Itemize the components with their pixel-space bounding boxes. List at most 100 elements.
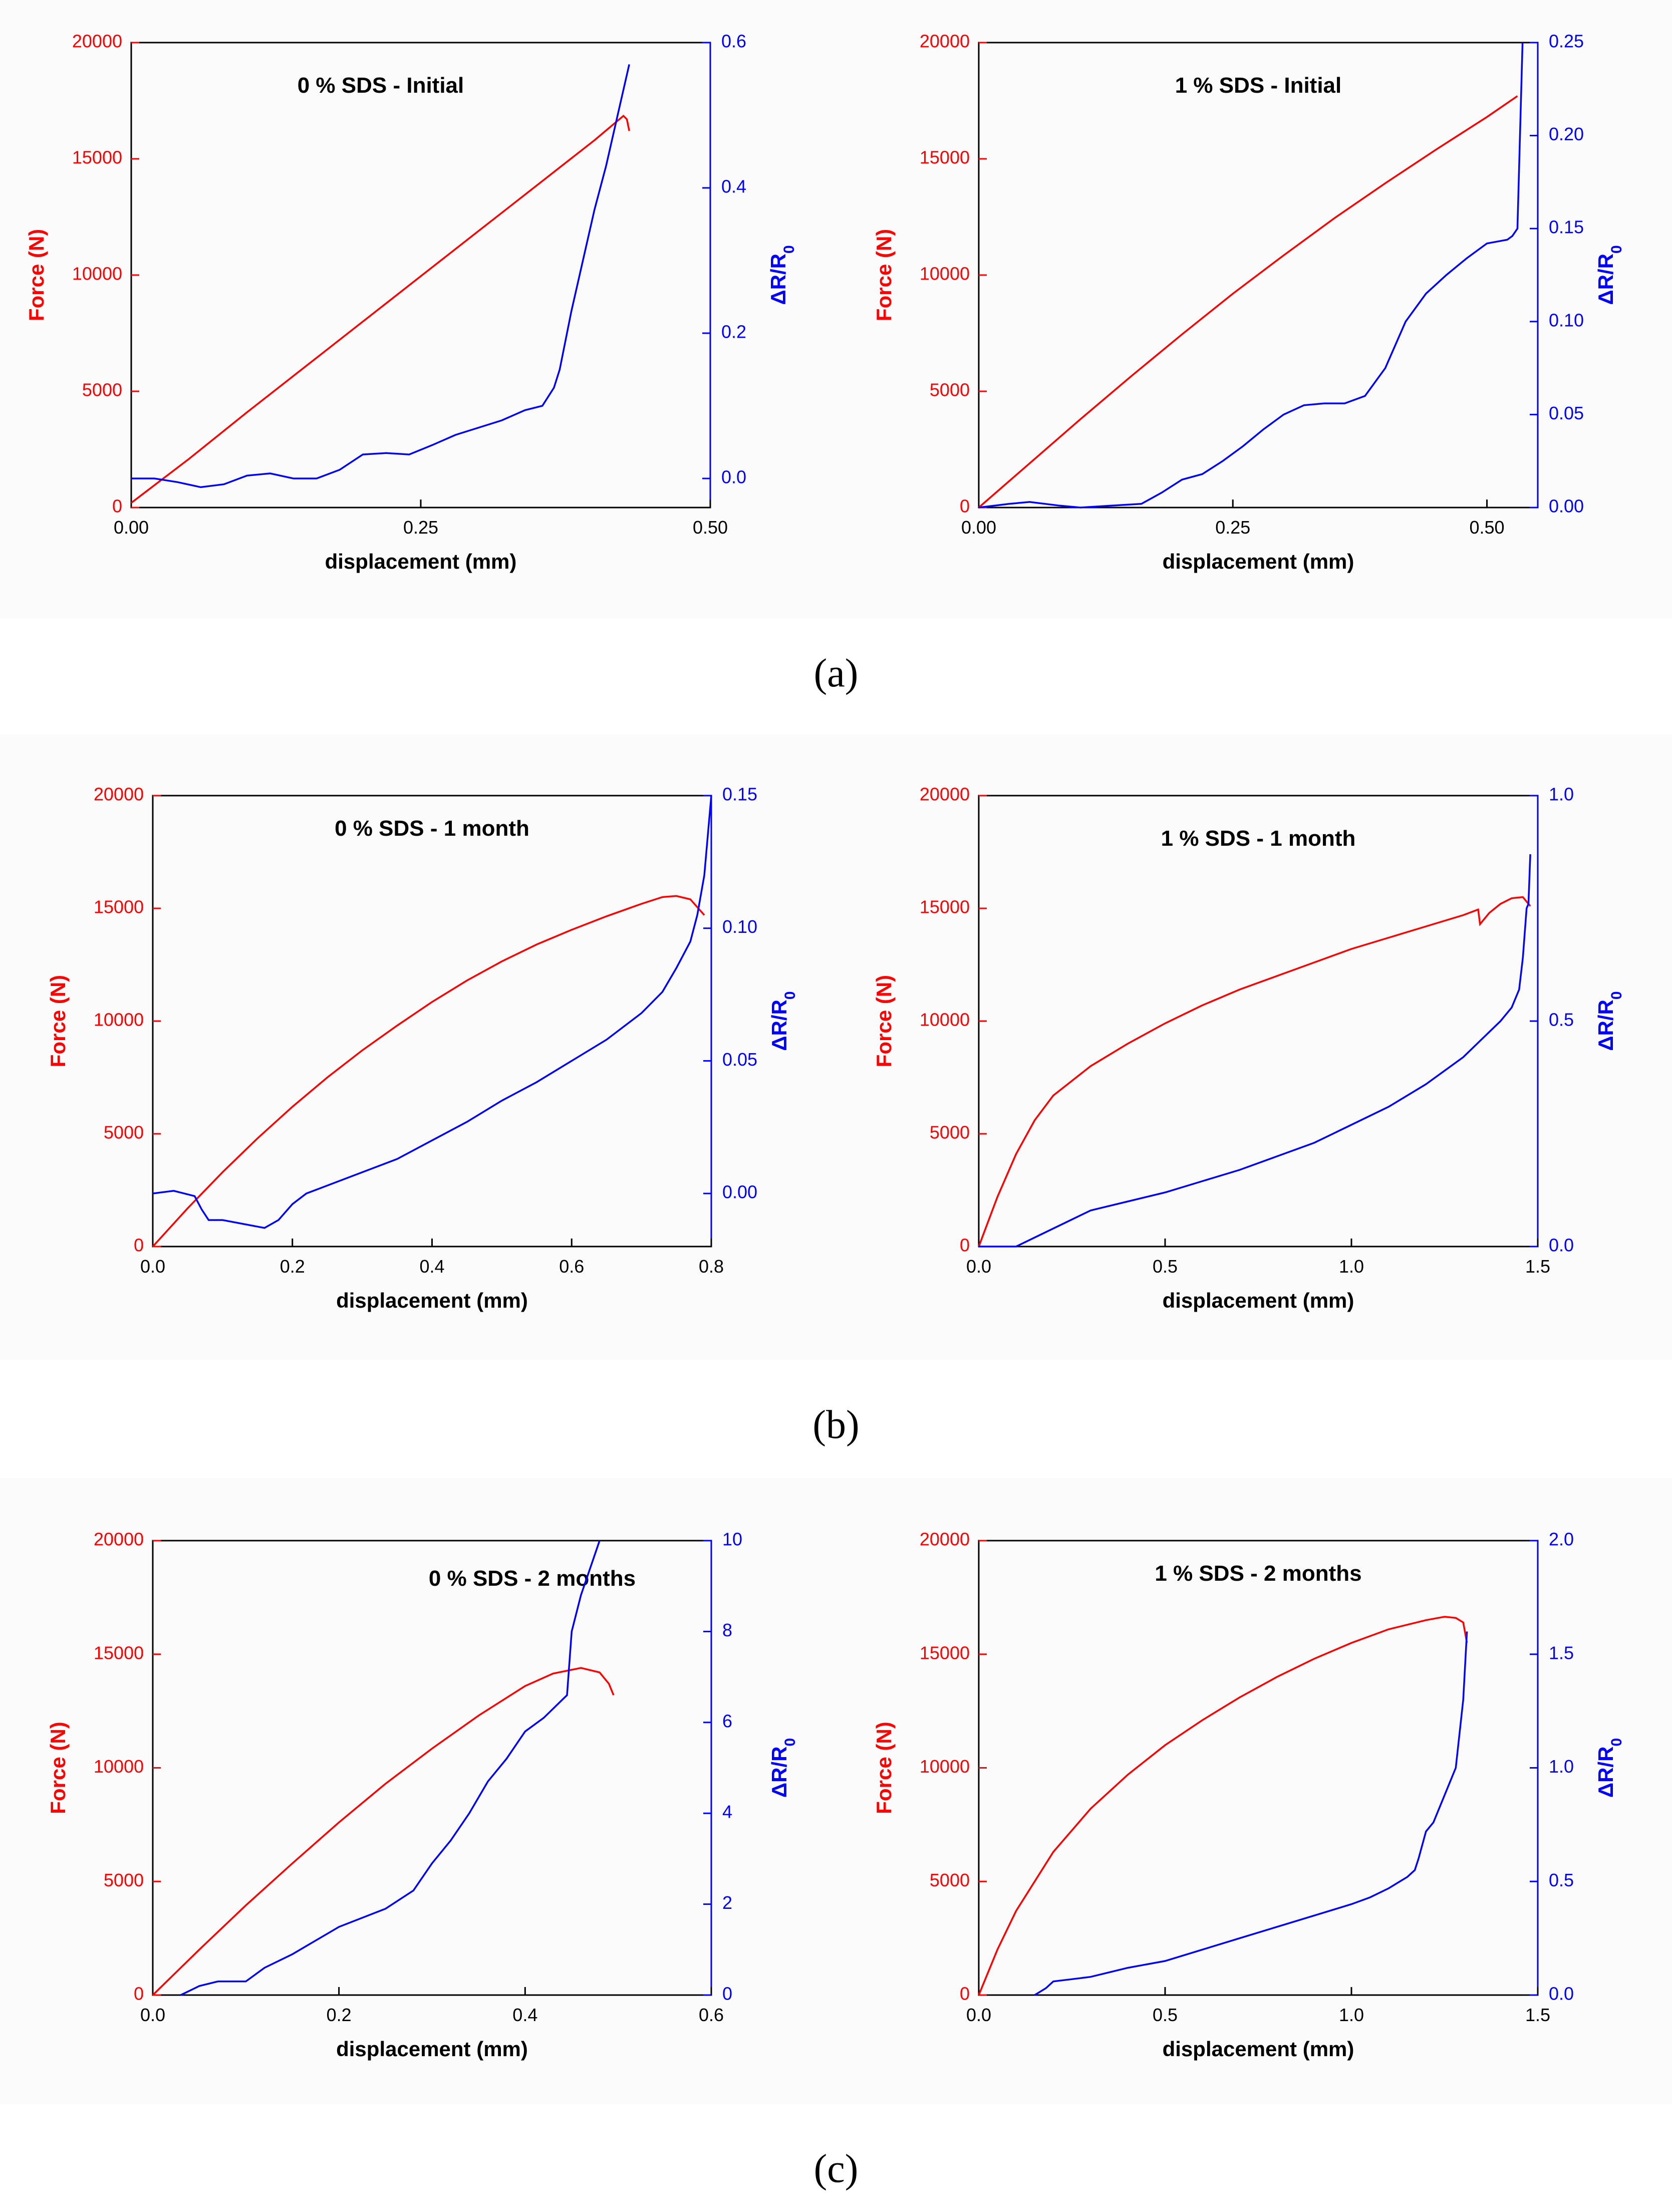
caption-a: (a) bbox=[814, 651, 859, 695]
x-tick-label: 0.50 bbox=[1470, 517, 1505, 538]
y-right-tick-label: 0.2 bbox=[721, 322, 746, 342]
y-left-tick-label: 15000 bbox=[94, 897, 144, 917]
y-left-tick-label: 20000 bbox=[72, 31, 122, 52]
x-tick-label: 0.5 bbox=[1153, 1256, 1178, 1277]
y-left-axis-label: Force (N) bbox=[872, 1722, 896, 1814]
x-axis-label: displacement (mm) bbox=[1163, 550, 1354, 573]
x-axis-label: displacement (mm) bbox=[336, 2037, 528, 2061]
x-tick-label: 1.5 bbox=[1525, 2005, 1550, 2025]
y-right-axis-label: ΔR/R0 bbox=[766, 245, 797, 305]
y-left-axis-label: Force (N) bbox=[46, 975, 70, 1067]
resistance-series-line bbox=[979, 854, 1531, 1248]
y-left-tick-label: 10000 bbox=[72, 264, 122, 284]
x-tick-label: 0.0 bbox=[140, 1256, 165, 1277]
x-tick-label: 1.0 bbox=[1339, 1256, 1364, 1277]
x-tick-label: 0.00 bbox=[114, 517, 149, 538]
y-left-tick-label: 15000 bbox=[94, 1642, 144, 1663]
panel-a-background bbox=[0, 0, 1672, 619]
chart-2: 0.00 0.25 0.50 0 5000 10000 15000 20000 0.00 0.05… bbox=[872, 31, 1625, 573]
y-left-tick-label: 0 bbox=[112, 496, 122, 517]
chart-title: 1 % SDS - 2 months bbox=[1155, 1561, 1361, 1586]
y-left-tick-label: 20000 bbox=[920, 784, 970, 805]
y-right-tick-label: 0.0 bbox=[1549, 1984, 1574, 2004]
y-left-tick-label: 5000 bbox=[930, 1122, 970, 1143]
x-tick-label: 1.5 bbox=[1525, 1256, 1550, 1277]
y-left-tick-label: 10000 bbox=[920, 1756, 970, 1777]
y-right-tick-label: 0.00 bbox=[1549, 496, 1584, 517]
caption-b: (b) bbox=[812, 1403, 859, 1447]
x-tick-label: 0.8 bbox=[699, 1256, 724, 1277]
resistance-series-line bbox=[180, 1540, 601, 1996]
y-right-tick-label: 1.0 bbox=[1549, 784, 1574, 805]
x-tick-label: 0.4 bbox=[512, 2005, 537, 2025]
chart-title: 1 % SDS - 1 month bbox=[1161, 826, 1356, 851]
panel-b-background bbox=[0, 734, 1672, 1360]
x-tick-label: 0.00 bbox=[961, 517, 996, 538]
y-right-tick-label: 4 bbox=[722, 1802, 732, 1822]
y-left-tick-label: 15000 bbox=[920, 897, 970, 917]
y-right-tick-label: 0.15 bbox=[1549, 217, 1584, 237]
y-left-tick-label: 20000 bbox=[94, 1529, 144, 1550]
x-axis-label: displacement (mm) bbox=[325, 550, 517, 573]
y-left-tick-label: 0 bbox=[960, 1235, 970, 1256]
x-tick-label: 0.0 bbox=[966, 1256, 991, 1277]
y-left-tick-label: 5000 bbox=[930, 1870, 970, 1890]
charts: 0.00 0.25 0.50050001000015000200000.00.20.… bbox=[25, 31, 1625, 2061]
panel-c-background bbox=[0, 1478, 1672, 2104]
x-tick-label: 0.4 bbox=[419, 1256, 444, 1277]
force-series-line bbox=[978, 896, 1531, 1247]
y-right-tick-label: 1.0 bbox=[1549, 1756, 1574, 1777]
chart-4: 0.0 0.5 1.0 1.5 0 5000 10000 15000 20000 0.0 0.5 1.… bbox=[872, 784, 1625, 1312]
y-left-tick-label: 20000 bbox=[94, 784, 144, 805]
y-left-tick-label: 5000 bbox=[930, 380, 970, 400]
x-tick-label: 0.25 bbox=[1215, 517, 1250, 538]
x-tick-label: 0.6 bbox=[699, 2005, 724, 2025]
y-right-tick-label: 1.5 bbox=[1549, 1642, 1574, 1663]
x-tick-label: 0.5 bbox=[1153, 2005, 1178, 2025]
y-left-tick-label: 0 bbox=[134, 1984, 144, 2004]
resistance-series-line bbox=[1034, 1631, 1468, 1996]
resistance-series-line bbox=[152, 795, 712, 1229]
y-right-tick-label: 0.5 bbox=[1549, 1870, 1574, 1890]
force-series-line bbox=[978, 95, 1518, 509]
x-tick-label: 0.0 bbox=[140, 2005, 165, 2025]
y-right-axis-label: ΔR/R0 bbox=[1594, 991, 1625, 1051]
y-left-tick-label: 10000 bbox=[94, 1010, 144, 1030]
force-series-line bbox=[978, 1616, 1468, 1996]
x-tick-label: 0.2 bbox=[327, 2005, 352, 2025]
force-series-line bbox=[152, 895, 705, 1248]
y-right-tick-label: 0.10 bbox=[722, 916, 757, 937]
y-right-tick-label: 6 bbox=[722, 1710, 732, 1731]
y-right-tick-label: 8 bbox=[722, 1620, 732, 1640]
y-left-axis-label: Force (N) bbox=[872, 975, 896, 1067]
y-right-axis-label: ΔR/R0 bbox=[767, 991, 798, 1051]
resistance-series-line bbox=[978, 42, 1524, 509]
y-right-tick-label: 0.5 bbox=[1549, 1010, 1574, 1030]
y-right-tick-label: 10 bbox=[722, 1529, 742, 1550]
force-series-line bbox=[152, 1667, 615, 1996]
x-tick-label: 0.6 bbox=[559, 1256, 584, 1277]
y-right-tick-label: 0.20 bbox=[1549, 124, 1584, 144]
y-left-axis-label: Force (N) bbox=[46, 1722, 70, 1814]
chart-6: 0.0 0.5 1.0 1.5 0 5000 10000 15000 20000 0.0 0.5 1.… bbox=[872, 1529, 1625, 2061]
y-left-tick-label: 15000 bbox=[920, 147, 970, 168]
x-tick-label: 0.0 bbox=[966, 2005, 991, 2025]
chart-1: 0.00 0.25 0.50 0 5000 10000 15000 20000 0.0 0.2 0.… bbox=[25, 31, 797, 573]
y-right-tick-label: 0.0 bbox=[721, 467, 746, 487]
y-left-tick-label: 0 bbox=[134, 1235, 144, 1256]
y-right-tick-label: 2.0 bbox=[1549, 1529, 1574, 1550]
chart-5: 0.0 0.2 0.4 0.6050001000015000200000246810d… bbox=[46, 1529, 798, 2061]
y-left-tick-label: 5000 bbox=[82, 380, 122, 400]
y-right-tick-label: 2 bbox=[722, 1892, 732, 1913]
y-left-tick-label: 10000 bbox=[920, 264, 970, 284]
resistance-series-line bbox=[131, 64, 630, 488]
y-left-tick-label: 10000 bbox=[94, 1756, 144, 1777]
y-right-axis-label: ΔR/R0 bbox=[1594, 1738, 1625, 1798]
y-left-tick-label: 15000 bbox=[72, 147, 122, 168]
y-left-tick-label: 10000 bbox=[920, 1010, 970, 1030]
x-tick-label: 0.2 bbox=[280, 1256, 305, 1277]
y-left-tick-label: 0 bbox=[960, 1984, 970, 2004]
y-right-tick-label: 0.6 bbox=[721, 31, 746, 52]
y-left-tick-label: 20000 bbox=[920, 31, 970, 52]
